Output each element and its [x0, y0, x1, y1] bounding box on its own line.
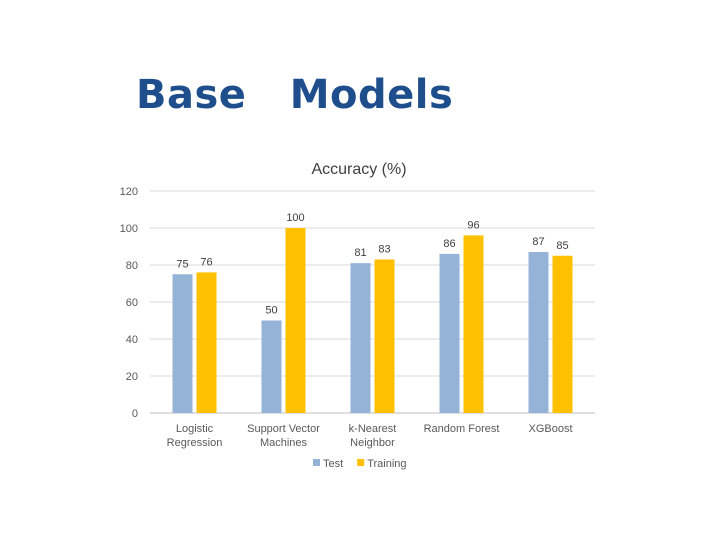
- data-label: 86: [443, 238, 455, 250]
- bar-test: [261, 320, 282, 413]
- legend-label-test: Test: [323, 458, 343, 470]
- bar-training: [463, 235, 484, 413]
- y-tick-label: 20: [126, 371, 138, 383]
- bar-training: [374, 259, 395, 413]
- data-label: 87: [532, 236, 544, 248]
- data-label: 96: [467, 219, 479, 231]
- data-label: 75: [176, 258, 188, 270]
- chart-title: Accuracy (%): [311, 161, 406, 178]
- bar-test: [172, 274, 193, 413]
- y-tick-label: 100: [120, 223, 138, 235]
- gridlines: [150, 190, 595, 414]
- bar-test: [350, 263, 371, 413]
- y-tick-label: 60: [126, 297, 138, 309]
- legend-label-training: Training: [367, 458, 406, 470]
- data-label: 76: [200, 256, 212, 268]
- x-axis-ticks: Logistic Regression Support Vector Machines…: [167, 423, 573, 449]
- data-labels: 75 76 50 100 81 83 86 96 87 85: [176, 212, 568, 317]
- bar-training: [196, 272, 217, 413]
- y-axis-ticks: 0 20 40 60 80 100 120: [120, 186, 138, 420]
- slide-title: Base Models: [136, 72, 454, 118]
- bar-test: [439, 253, 460, 413]
- x-tick-label: Support Vector Machines: [247, 423, 320, 449]
- legend-swatch-test: [313, 459, 320, 466]
- y-tick-label: 120: [120, 186, 138, 198]
- x-tick-label: Random Forest: [424, 423, 500, 435]
- data-label: 100: [286, 212, 304, 224]
- y-tick-label: 80: [126, 260, 138, 272]
- data-label: 85: [556, 240, 568, 252]
- bars: [172, 228, 573, 413]
- data-label: 50: [265, 305, 277, 317]
- data-label: 83: [378, 243, 390, 255]
- legend: Test Training: [313, 458, 407, 470]
- x-tick-label: Logistic Regression: [167, 423, 223, 449]
- x-tick-label: k-Nearest Neighbor: [349, 423, 397, 449]
- bar-training: [552, 255, 573, 413]
- x-tick-label: XGBoost: [528, 423, 572, 435]
- bar-training: [285, 228, 306, 413]
- y-tick-label: 0: [132, 408, 138, 420]
- data-label: 81: [354, 247, 366, 259]
- y-tick-label: 40: [126, 334, 138, 346]
- bar-test: [528, 252, 549, 413]
- legend-swatch-training: [357, 459, 365, 466]
